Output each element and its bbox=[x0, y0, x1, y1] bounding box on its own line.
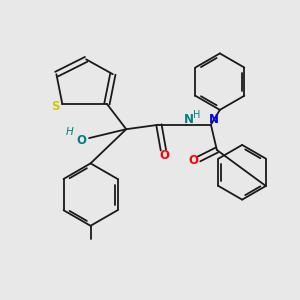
Text: N: N bbox=[184, 113, 194, 126]
Text: O: O bbox=[189, 154, 199, 167]
Text: H: H bbox=[193, 110, 201, 120]
Text: S: S bbox=[51, 100, 59, 113]
Text: O: O bbox=[76, 134, 87, 147]
Text: O: O bbox=[160, 149, 170, 162]
Text: N: N bbox=[209, 113, 219, 126]
Text: H: H bbox=[66, 127, 74, 137]
